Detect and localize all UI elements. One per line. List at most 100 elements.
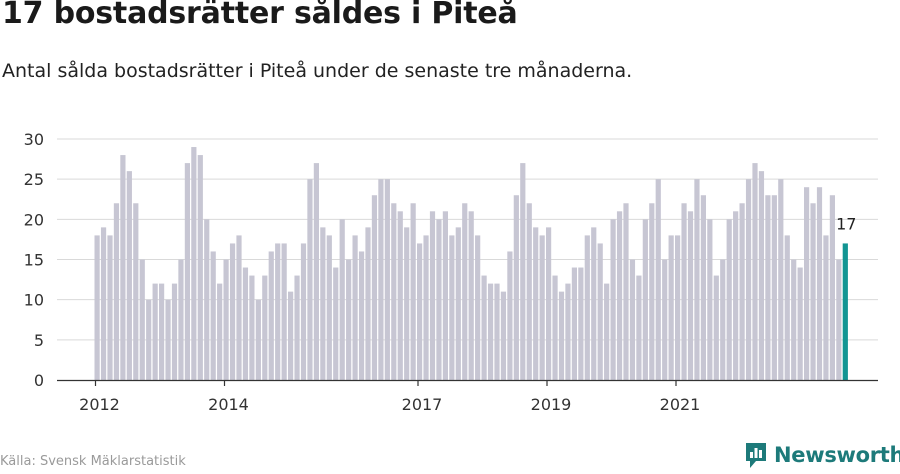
bar: [823, 235, 829, 380]
bar: [578, 267, 584, 380]
bar: [139, 259, 145, 380]
bar: [126, 171, 132, 380]
y-tick-label: 10: [24, 291, 44, 310]
bar: [442, 211, 448, 380]
bar: [668, 235, 674, 380]
x-tick-label: 2014: [208, 395, 249, 414]
bar: [655, 179, 661, 380]
bar: [320, 227, 326, 380]
bar: [229, 243, 236, 380]
bar: [713, 275, 719, 380]
bar: [165, 299, 171, 380]
bar: [662, 259, 668, 380]
bar: [494, 283, 500, 380]
bar: [449, 235, 455, 380]
bar: [313, 163, 319, 380]
bar: [616, 211, 623, 380]
bar: [791, 259, 797, 380]
bar: [558, 291, 565, 380]
bar: [636, 275, 642, 380]
source-note: Källa: Svensk Mäklarstatistik: [0, 454, 186, 469]
bar: [410, 203, 416, 380]
newsworthy-icon: [746, 443, 766, 468]
bar: [687, 211, 694, 380]
bar: [339, 219, 345, 380]
bar: [810, 203, 816, 380]
chart-subtitle: Antal sålda bostadsrätter i Piteå under …: [2, 60, 633, 82]
bar: [591, 227, 597, 380]
bar: [546, 227, 552, 380]
bar: [391, 203, 397, 380]
x-tick-label: 2021: [660, 395, 701, 414]
bar: [745, 179, 752, 380]
x-tick-label: 2012: [79, 395, 120, 414]
bar: [152, 283, 158, 380]
bar: [275, 243, 281, 380]
bar: [739, 203, 745, 380]
bar: [262, 275, 268, 380]
bar: [584, 235, 590, 380]
bar: [765, 195, 771, 380]
bar: [681, 203, 687, 380]
bar: [629, 259, 636, 380]
bar: [481, 275, 487, 380]
bar: [178, 259, 184, 380]
bar: [700, 195, 706, 380]
bar: [107, 235, 113, 380]
bar: [468, 211, 474, 380]
bar: [726, 219, 732, 380]
bar: [720, 259, 726, 380]
bar: [797, 267, 803, 380]
bar: [326, 235, 332, 380]
newsworthy-logo: Newsworthy: [744, 441, 900, 469]
bar: [649, 203, 655, 380]
bar: [571, 267, 577, 380]
bar: [171, 283, 178, 380]
bar: [423, 235, 429, 380]
bar: [836, 259, 842, 380]
y-tick-label: 25: [24, 170, 44, 189]
bar: [829, 195, 835, 380]
bar: [694, 179, 700, 380]
y-tick-label: 0: [34, 371, 44, 390]
bar: [816, 187, 823, 380]
bar: [733, 211, 739, 380]
bar: [365, 227, 371, 380]
bar: [526, 203, 532, 380]
bar: [307, 179, 313, 380]
bar: [520, 163, 526, 380]
bar: [94, 235, 100, 380]
bar: [784, 235, 790, 380]
bar: [533, 227, 539, 380]
bar: [191, 147, 197, 380]
bar: [352, 235, 358, 380]
bar: [184, 163, 190, 380]
bar: [565, 283, 571, 380]
bar: [487, 283, 494, 380]
x-tick-label: 2019: [531, 395, 572, 414]
bar: [255, 299, 261, 380]
bar: [159, 283, 165, 380]
bar-latest: [842, 243, 848, 380]
brand-name: Newsworthy: [774, 443, 900, 467]
bar: [404, 227, 410, 380]
bar: [120, 155, 126, 380]
bar: [300, 243, 307, 380]
y-tick-label: 30: [24, 130, 44, 149]
y-tick-label: 15: [24, 251, 44, 270]
bar: [133, 203, 139, 380]
bar: [100, 227, 107, 380]
bar: [249, 275, 255, 380]
bar: [804, 187, 810, 380]
bar: [294, 275, 300, 380]
bar: [707, 219, 713, 380]
bar: [281, 243, 287, 380]
bar: [610, 219, 616, 380]
chart-title: 17 bostadsrätter såldes i Piteå: [2, 0, 518, 31]
bar: [146, 299, 152, 380]
bar: [436, 219, 442, 380]
bar: [597, 243, 603, 380]
bar: [217, 283, 223, 380]
bar: [268, 251, 274, 380]
